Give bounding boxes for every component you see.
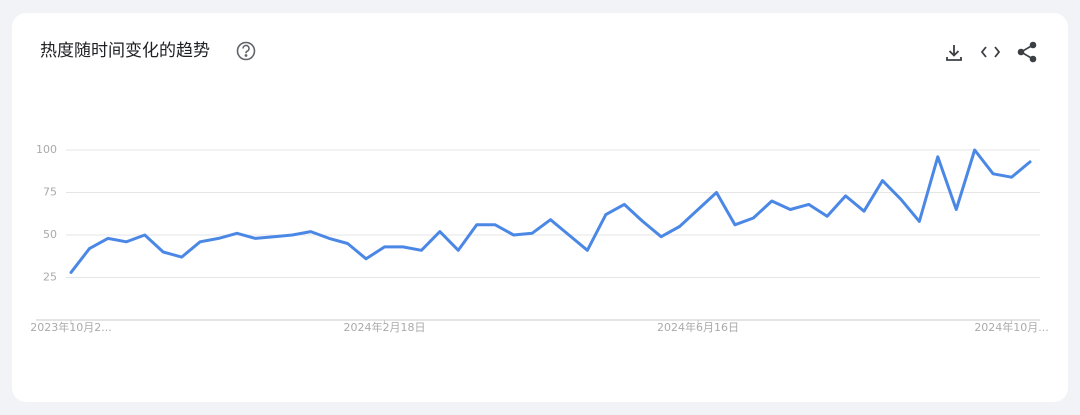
help-icon[interactable] (236, 41, 256, 61)
x-tick-label: 2024年6月16日 (657, 320, 739, 334)
embed-icon[interactable] (980, 46, 1001, 58)
y-tick-label: 100 (36, 143, 57, 156)
share-icon[interactable] (1017, 41, 1037, 63)
y-tick-label: 25 (43, 271, 57, 284)
card (12, 13, 1068, 402)
trend-line (69, 148, 1032, 274)
y-tick-label: 75 (43, 186, 57, 199)
download-icon[interactable] (946, 45, 962, 61)
card-title: 热度随时间变化的趋势 (40, 41, 210, 61)
x-tick-label: 2023年10月2... (30, 320, 111, 334)
y-tick-label: 50 (43, 228, 57, 241)
x-tick-label: 2024年10月... (974, 320, 1048, 334)
x-tick-label: 2024年2月18日 (344, 320, 426, 334)
